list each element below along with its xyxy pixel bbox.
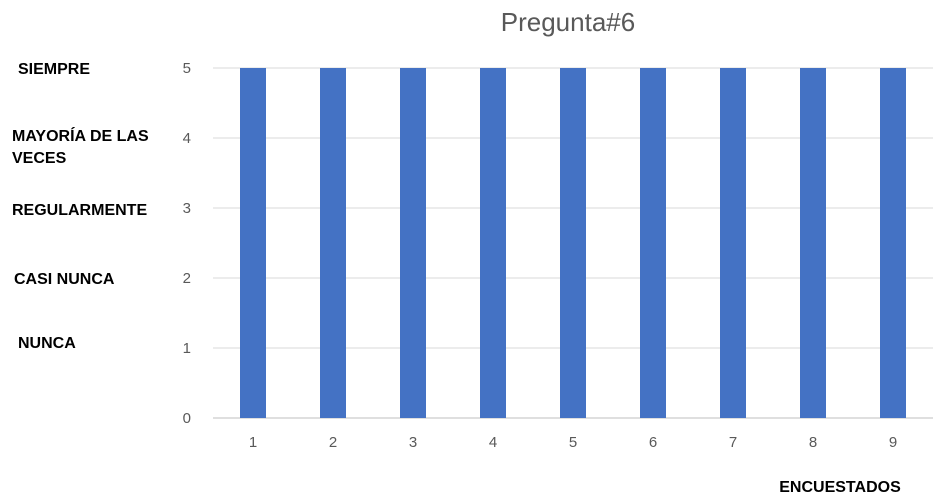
bar-6	[640, 68, 666, 418]
x-tick-label-2: 2	[329, 434, 337, 451]
scale-label-4-line-1: MAYORÍA DE LAS	[12, 126, 149, 145]
x-tick-label-9: 9	[889, 434, 897, 451]
bars	[240, 68, 906, 418]
y-tick-label-3: 3	[183, 200, 191, 217]
y-tick-label-5: 5	[183, 60, 191, 77]
x-tick-label-8: 8	[809, 434, 817, 451]
scale-label-3: REGULARMENTE	[12, 202, 147, 219]
bar-3	[400, 68, 426, 418]
x-tick-label-3: 3	[409, 434, 417, 451]
scale-label-4-line-2: VECES	[12, 150, 67, 167]
x-tick-label-4: 4	[489, 434, 497, 451]
x-axis-title: ENCUESTADOS	[779, 479, 901, 496]
y-tick-label-1: 1	[183, 340, 191, 357]
scale-label-2: CASI NUNCA	[14, 271, 115, 288]
bar-5	[560, 68, 586, 418]
x-tick-label-6: 6	[649, 434, 657, 451]
x-axis-ticks: 1 2 3 4 5 6 7 8 9	[249, 434, 897, 451]
scale-label-5: SIEMPRE	[18, 61, 90, 78]
y-axis-ticks: 0 1 2 3 4 5	[183, 60, 191, 427]
bar-8	[800, 68, 826, 418]
x-tick-label-7: 7	[729, 434, 737, 451]
bar-7	[720, 68, 746, 418]
y-tick-label-0: 0	[183, 410, 191, 427]
y-tick-label-2: 2	[183, 270, 191, 287]
y-tick-label-4: 4	[183, 130, 191, 147]
scale-labels: SIEMPRE MAYORÍA DE LAS VECES REGULARMENTE CA…	[12, 61, 149, 352]
bar-9	[880, 68, 906, 418]
x-tick-label-1: 1	[249, 434, 257, 451]
bar-4	[480, 68, 506, 418]
scale-label-1: NUNCA	[18, 335, 76, 352]
bar-1	[240, 68, 266, 418]
x-tick-label-5: 5	[569, 434, 577, 451]
chart-title: Pregunta#6	[501, 7, 635, 37]
bar-2	[320, 68, 346, 418]
